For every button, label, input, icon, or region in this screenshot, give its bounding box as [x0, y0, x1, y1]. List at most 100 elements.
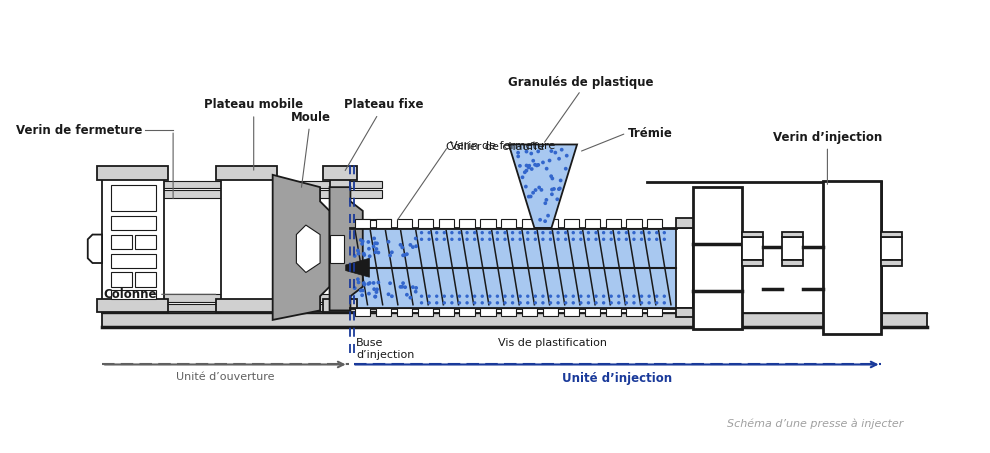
Bar: [543, 219, 558, 228]
Circle shape: [552, 187, 555, 191]
Bar: [102, 313, 927, 327]
Bar: [330, 173, 350, 313]
Circle shape: [571, 237, 575, 241]
Circle shape: [537, 149, 541, 153]
Circle shape: [647, 301, 650, 304]
Circle shape: [633, 231, 636, 234]
Circle shape: [526, 301, 530, 304]
Circle shape: [564, 294, 567, 298]
Bar: [627, 308, 642, 316]
Circle shape: [358, 238, 362, 242]
Bar: [323, 299, 357, 312]
Circle shape: [564, 237, 567, 241]
Circle shape: [457, 231, 461, 234]
Circle shape: [556, 231, 559, 234]
Circle shape: [352, 286, 356, 290]
Circle shape: [610, 301, 613, 304]
Circle shape: [579, 231, 582, 234]
Circle shape: [524, 185, 528, 188]
Polygon shape: [509, 145, 577, 228]
Circle shape: [388, 254, 392, 257]
Circle shape: [488, 237, 491, 241]
Circle shape: [450, 231, 453, 234]
Text: Granulés de plastique: Granulés de plastique: [508, 77, 653, 90]
Circle shape: [564, 301, 567, 304]
Bar: [647, 219, 662, 228]
Circle shape: [655, 294, 658, 298]
Polygon shape: [346, 258, 369, 277]
Bar: [543, 308, 558, 316]
Circle shape: [480, 294, 484, 298]
Circle shape: [617, 237, 621, 241]
Bar: [676, 218, 693, 228]
Circle shape: [553, 151, 557, 154]
Circle shape: [544, 201, 547, 205]
Circle shape: [473, 231, 476, 234]
Circle shape: [414, 290, 418, 294]
Bar: [742, 237, 763, 260]
Bar: [676, 228, 693, 308]
Circle shape: [579, 301, 582, 304]
Circle shape: [368, 254, 371, 258]
Bar: [112, 254, 156, 268]
Circle shape: [625, 231, 628, 234]
Circle shape: [525, 169, 529, 173]
Circle shape: [602, 301, 605, 304]
Circle shape: [360, 289, 364, 292]
Text: Trémie: Trémie: [629, 126, 673, 140]
Circle shape: [662, 237, 666, 241]
Circle shape: [400, 246, 404, 249]
Circle shape: [587, 237, 590, 241]
Circle shape: [655, 237, 658, 241]
Circle shape: [488, 231, 491, 234]
Circle shape: [549, 149, 553, 153]
Circle shape: [587, 301, 590, 304]
Circle shape: [534, 231, 537, 234]
Circle shape: [526, 231, 530, 234]
Circle shape: [558, 187, 561, 190]
Circle shape: [662, 301, 666, 304]
Circle shape: [465, 294, 469, 298]
Circle shape: [362, 252, 365, 255]
Circle shape: [411, 245, 415, 249]
Circle shape: [516, 151, 520, 154]
Circle shape: [521, 175, 525, 179]
Circle shape: [640, 231, 644, 234]
Circle shape: [527, 195, 531, 198]
Circle shape: [579, 237, 582, 241]
Bar: [881, 232, 902, 237]
Circle shape: [519, 294, 522, 298]
Circle shape: [388, 281, 392, 285]
Circle shape: [647, 237, 650, 241]
Polygon shape: [296, 225, 320, 273]
Circle shape: [640, 301, 644, 304]
Circle shape: [372, 236, 376, 240]
Circle shape: [366, 282, 370, 286]
Bar: [459, 219, 474, 228]
Text: Buse
d’injection: Buse d’injection: [356, 338, 415, 360]
Text: Collier de chauffe: Collier de chauffe: [446, 142, 544, 152]
Circle shape: [565, 154, 568, 158]
Circle shape: [372, 287, 376, 291]
Circle shape: [548, 301, 552, 304]
Circle shape: [542, 231, 545, 234]
Circle shape: [403, 285, 407, 289]
Circle shape: [511, 294, 514, 298]
Circle shape: [662, 294, 666, 298]
Circle shape: [362, 253, 366, 257]
Bar: [216, 299, 277, 312]
Circle shape: [366, 240, 370, 244]
Text: Unité d’ouverture: Unité d’ouverture: [176, 372, 274, 382]
Circle shape: [473, 237, 476, 241]
Circle shape: [428, 294, 431, 298]
Circle shape: [373, 295, 377, 299]
Circle shape: [550, 193, 553, 196]
Circle shape: [546, 214, 550, 217]
Bar: [585, 219, 600, 228]
Bar: [102, 190, 382, 198]
Bar: [112, 289, 156, 299]
Circle shape: [647, 231, 650, 234]
Circle shape: [362, 283, 366, 286]
Circle shape: [405, 252, 409, 256]
Polygon shape: [88, 235, 102, 263]
